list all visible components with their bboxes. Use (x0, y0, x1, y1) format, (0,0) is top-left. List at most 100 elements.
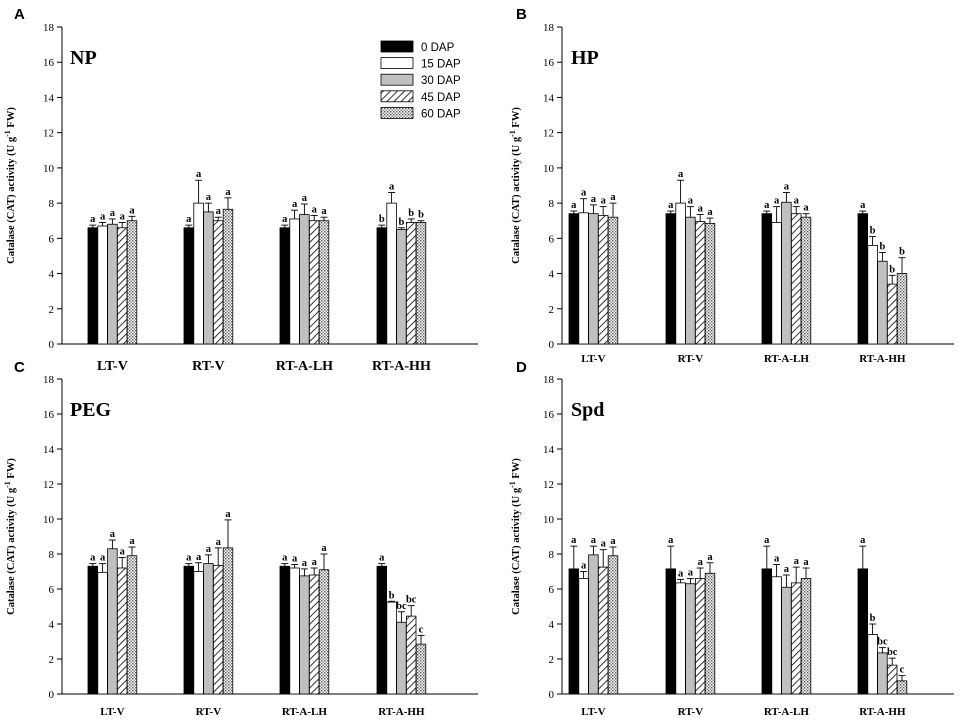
y-tick-label: 6 (549, 584, 555, 596)
significance-letter: a (110, 208, 116, 219)
x-tick-label: RT-A-LH (764, 353, 809, 365)
significance-letter: a (581, 188, 587, 199)
y-tick-label: 2 (549, 304, 555, 316)
y-tick-label: 10 (543, 514, 555, 526)
y-tick-label: 0 (549, 339, 555, 351)
legend-label: 15 DAP (421, 59, 461, 71)
x-tick-label: LT-V (100, 706, 124, 718)
bar-lt-v-s0 (87, 227, 99, 345)
y-tick-label: 18 (543, 22, 555, 34)
bar-rt-a-lh-s1 (289, 218, 300, 345)
significance-letter: a (389, 182, 395, 193)
bar-rt-v-s0 (665, 568, 677, 695)
bar-rt-v-s3 (695, 578, 706, 695)
x-tick-label: RT-V (678, 353, 704, 365)
bar-rt-a-hh-s3 (887, 664, 898, 695)
y-tick-label: 14 (543, 92, 555, 104)
bar-rt-a-hh-s3 (405, 615, 417, 695)
legend-label: 0 DAP (421, 42, 455, 54)
bar-rt-v-s1 (675, 202, 686, 345)
x-tick-label: RT-A-LH (764, 706, 809, 718)
y-tick-label: 6 (49, 584, 55, 596)
significance-letter: bc (406, 595, 417, 606)
significance-letter: c (419, 624, 424, 635)
significance-letter: a (774, 196, 780, 207)
significance-letter: a (302, 558, 308, 569)
y-tick-label: 12 (43, 479, 54, 491)
significance-letter: a (196, 169, 202, 180)
x-tick-label: RT-A-HH (372, 359, 431, 374)
bar-lt-v-s1 (97, 571, 108, 695)
x-tick-label: RT-A-LH (282, 706, 327, 718)
chart-panel-c: C 0 2 4 6 8 10 12 14 16 18 Catalase (CAT) activity … (3, 359, 478, 718)
panel-title: HP (571, 47, 599, 69)
panel-label: C (14, 359, 25, 376)
y-tick-label: 0 (49, 689, 55, 701)
bar-rt-a-hh-s0 (376, 565, 388, 695)
y-tick-label: 8 (549, 549, 555, 561)
significance-letter: a (110, 529, 116, 540)
bar-lt-v-s3 (117, 567, 128, 695)
y-tick-label: 18 (43, 374, 55, 386)
bar-lt-v-s2 (588, 213, 599, 345)
bar-rt-a-hh-s2 (877, 652, 888, 695)
legend: 0 DAP 15 DAP 30 DAP 45 DAP 60 DAP (380, 40, 461, 120)
panel-title: Spd (571, 399, 604, 421)
bar-rt-a-lh-s4 (800, 578, 812, 695)
y-tick-label: 2 (549, 654, 555, 666)
significance-letter: a (794, 196, 800, 207)
y-axis-label: Catalase (CAT) activity (U g-1 FW) (508, 107, 522, 264)
chart-panel-b: B 0 2 4 6 8 10 12 14 16 18 Catalase (CAT) activity … (508, 6, 954, 365)
significance-letter: a (688, 196, 694, 207)
bar-rt-a-lh-s2 (299, 575, 310, 695)
significance-letter: a (571, 200, 577, 211)
bar-rt-a-hh-s0 (857, 568, 869, 695)
bar-rt-a-lh-s1 (289, 567, 300, 695)
bar-rt-a-lh-s1 (771, 222, 782, 345)
bar-rt-a-lh-s3 (308, 220, 320, 345)
significance-letter: a (803, 557, 809, 568)
significance-letter: a (764, 535, 770, 546)
y-tick-label: 0 (549, 689, 555, 701)
y-tick-label: 4 (49, 619, 55, 631)
significance-letter: a (668, 200, 674, 211)
y-tick-label: 12 (543, 128, 554, 140)
y-tick-label: 16 (543, 57, 555, 69)
legend-swatch (380, 107, 414, 119)
significance-letter: a (321, 206, 327, 217)
significance-letter: bc (396, 601, 407, 612)
significance-letter: a (120, 211, 126, 222)
significance-letter: bc (877, 637, 888, 648)
y-tick-label: 18 (543, 374, 555, 386)
bar-rt-a-lh-s4 (800, 216, 812, 345)
significance-letter: a (312, 204, 318, 215)
bar-rt-a-lh-s0 (761, 213, 773, 345)
x-tick-label: RT-V (196, 706, 222, 718)
significance-letter: b (899, 247, 905, 258)
bar-rt-v-s3 (695, 221, 706, 345)
panel-label: A (14, 6, 25, 23)
bar-lt-v-s4 (126, 555, 138, 695)
bar-rt-a-hh-s1 (867, 244, 878, 345)
x-tick-label: LT-V (581, 706, 605, 718)
significance-letter: a (774, 554, 780, 565)
significance-letter: a (860, 535, 866, 546)
bar-rt-v-s4 (222, 208, 234, 345)
bar-rt-v-s1 (193, 202, 204, 345)
significance-letter: a (90, 553, 96, 564)
bar-lt-v-s3 (598, 215, 609, 345)
significance-letter: b (398, 217, 404, 228)
bar-rt-v-s3 (212, 220, 224, 345)
significance-letter: a (688, 568, 694, 579)
y-tick-label: 14 (543, 444, 555, 456)
y-tick-label: 4 (49, 269, 55, 281)
y-tick-label: 2 (49, 304, 55, 316)
y-tick-label: 18 (43, 22, 55, 34)
bar-rt-a-lh-s2 (299, 214, 310, 345)
significance-letter: a (591, 535, 597, 546)
bar-rt-a-lh-s4 (318, 569, 330, 695)
bar-lt-v-s2 (588, 554, 599, 695)
significance-letter: a (120, 547, 126, 558)
chart-panel-d: D 0 2 4 6 8 10 12 14 16 18 Catalase (CAT) activity … (508, 359, 954, 718)
significance-letter: a (379, 553, 385, 564)
